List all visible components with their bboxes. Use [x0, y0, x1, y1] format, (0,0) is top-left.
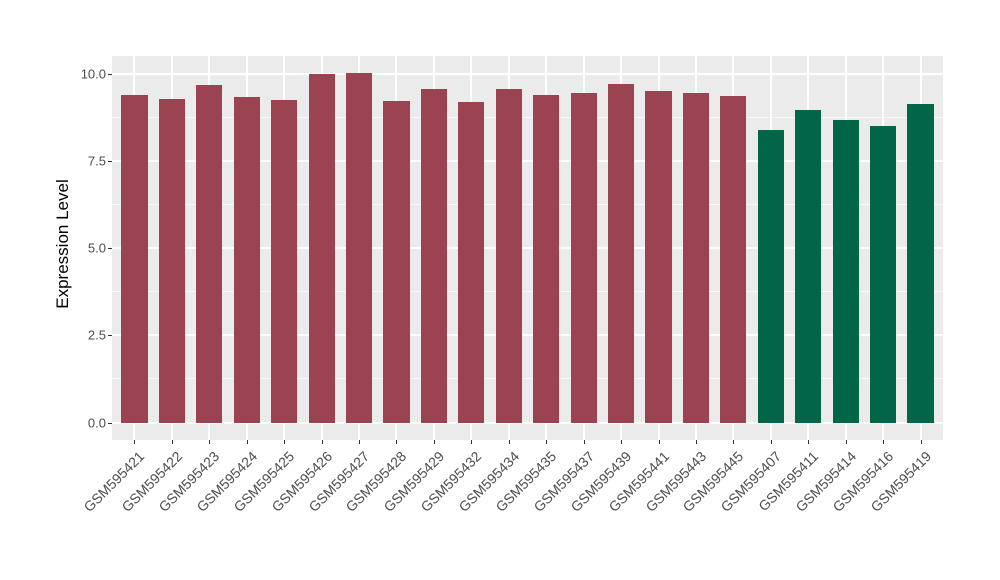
y-tick-mark	[108, 161, 112, 163]
y-tick-label: 2.5	[87, 327, 106, 343]
x-tick-mark	[733, 440, 735, 444]
bar-GSM595426	[308, 74, 335, 423]
bar-GSM595424	[233, 96, 260, 423]
gridline-major	[112, 73, 943, 76]
bar-GSM595414	[832, 120, 859, 423]
x-tick-mark	[883, 440, 885, 444]
x-tick-mark	[171, 440, 173, 444]
x-tick-mark	[770, 440, 772, 444]
gridline-major	[112, 160, 943, 163]
x-tick-mark	[658, 440, 660, 444]
gridline-major	[112, 334, 943, 337]
x-tick-mark	[695, 440, 697, 444]
bar-GSM595421	[121, 94, 148, 423]
y-tick-mark	[108, 74, 112, 76]
x-tick-mark	[808, 440, 810, 444]
x-tick-mark	[583, 440, 585, 444]
bar-GSM595423	[196, 84, 223, 423]
bar-GSM595434	[495, 89, 522, 423]
bar-GSM595439	[607, 83, 635, 423]
gridline-minor	[112, 117, 943, 119]
y-tick-mark	[108, 422, 112, 424]
x-tick-mark	[508, 440, 510, 444]
bar-GSM595429	[420, 88, 447, 423]
bar-GSM595432	[458, 101, 485, 423]
x-tick-mark	[396, 440, 398, 444]
bar-GSM595443	[682, 92, 710, 423]
gridline-minor	[112, 378, 943, 380]
y-tick-label: 5.0	[87, 240, 106, 256]
bar-GSM595441	[645, 90, 672, 423]
bar-GSM595407	[757, 129, 784, 423]
y-axis-title: Expression Level	[53, 179, 72, 309]
y-tick-label: 10.0	[80, 66, 106, 82]
x-tick-mark	[433, 440, 435, 444]
x-tick-mark	[621, 440, 623, 444]
x-tick-mark	[359, 440, 361, 444]
x-tick-mark	[471, 440, 473, 444]
x-tick-mark	[209, 440, 211, 444]
x-tick-mark	[546, 440, 548, 444]
x-tick-mark	[845, 440, 847, 444]
y-tick-mark	[108, 335, 112, 337]
x-tick-mark	[321, 440, 323, 444]
bar-GSM595419	[907, 104, 934, 423]
bar-GSM595416	[870, 125, 897, 423]
plot-panel	[112, 56, 943, 440]
bar-GSM595437	[570, 93, 597, 423]
bar-GSM595425	[271, 99, 298, 423]
x-tick-mark	[246, 440, 248, 444]
bar-GSM595411	[795, 110, 822, 423]
bar-GSM595445	[720, 95, 747, 423]
gridline-minor	[112, 204, 943, 206]
gridline-major	[112, 421, 943, 424]
x-tick-mark	[284, 440, 286, 444]
gridline-major	[112, 247, 943, 250]
x-tick-mark	[920, 440, 922, 444]
bar-GSM595427	[345, 73, 373, 423]
y-tick-label: 0.0	[87, 415, 106, 431]
bar-GSM595435	[533, 94, 560, 423]
y-tick-mark	[108, 248, 112, 250]
x-tick-mark	[134, 440, 136, 444]
y-tick-label: 7.5	[87, 153, 106, 169]
bar-GSM595428	[383, 100, 410, 423]
gridline-minor	[112, 291, 943, 293]
bar-GSM595422	[158, 99, 185, 423]
